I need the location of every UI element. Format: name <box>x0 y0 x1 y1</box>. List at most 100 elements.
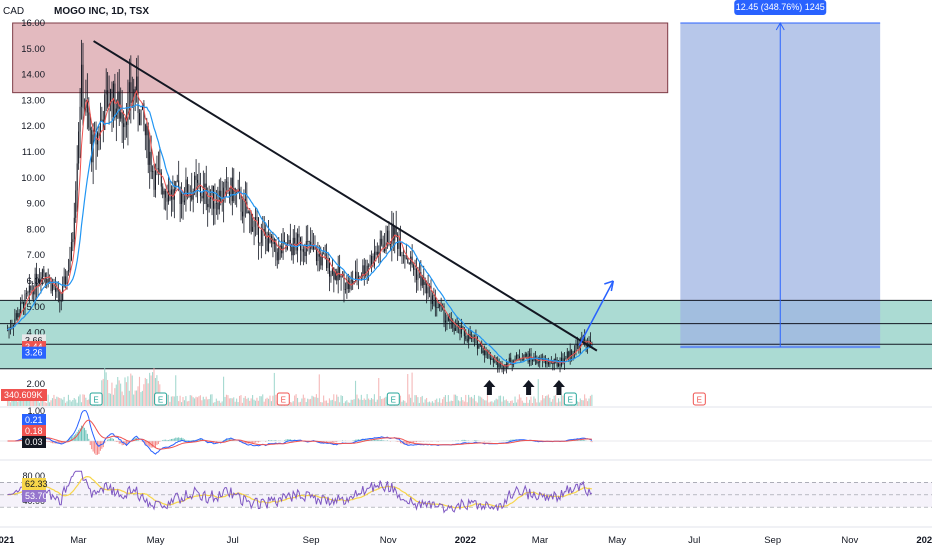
trendline[interactable] <box>93 40 598 352</box>
macd-hist-bar <box>417 441 419 442</box>
target-measure-arrow[interactable] <box>775 21 785 348</box>
candle-body <box>382 244 384 248</box>
candle-body <box>318 253 320 257</box>
candle-body <box>297 233 299 251</box>
candle-body <box>276 252 278 261</box>
volume-bar <box>505 399 507 406</box>
macd-hist-bar <box>163 439 165 441</box>
candle-body <box>268 233 270 252</box>
candle-body <box>17 313 19 318</box>
volume-bar <box>439 398 441 406</box>
resistance-zone[interactable] <box>12 22 669 94</box>
candle-body <box>384 247 386 252</box>
candle-body <box>413 265 415 270</box>
volume-bar <box>140 392 142 406</box>
candle-body <box>272 236 274 244</box>
volume-bar <box>221 401 223 406</box>
candle-body <box>423 276 425 285</box>
candle-body <box>36 273 38 288</box>
candle-body <box>386 230 388 243</box>
macd-hist-bar <box>414 441 416 443</box>
candle-body <box>231 177 233 202</box>
macd-hist-bar <box>511 439 513 441</box>
candle-body <box>208 198 210 208</box>
macd-hist-bar <box>330 441 332 442</box>
macd-hist-bar <box>78 429 80 441</box>
volume-bar <box>22 396 25 406</box>
volume-bar <box>317 397 319 406</box>
measure-arrow-head <box>775 21 785 31</box>
candle-body <box>260 229 262 243</box>
candle-body <box>128 82 130 93</box>
volume-bar <box>247 397 249 406</box>
macd-hist-bar <box>144 441 146 446</box>
volume-bar <box>238 395 241 406</box>
earnings-letter: E <box>281 396 286 405</box>
macd-hist-bar <box>165 439 167 441</box>
macd-hist-bar <box>69 437 71 441</box>
volume-bar <box>312 396 315 406</box>
candle-body <box>298 233 300 238</box>
macd-hist-bar <box>326 441 328 442</box>
volume-bar <box>86 399 88 406</box>
volume-bar <box>441 399 444 406</box>
volume-bar <box>343 402 345 406</box>
projection-arrow[interactable] <box>578 280 615 346</box>
candle-body <box>286 243 288 250</box>
volume-bar <box>269 395 271 406</box>
candle-body <box>346 280 348 290</box>
volume-bar <box>460 397 462 406</box>
time-tick: Sep <box>764 535 781 546</box>
candle-body <box>194 175 196 192</box>
volume-bar <box>428 401 431 406</box>
candle-body <box>433 295 435 296</box>
candle-body <box>249 211 251 215</box>
candle-body <box>217 202 219 210</box>
macd-hist-bar <box>157 441 159 445</box>
candle-body <box>372 255 374 266</box>
earnings-badge <box>89 392 103 406</box>
volume-bar <box>8 397 10 406</box>
volume-bar <box>576 401 578 406</box>
volume-bar <box>456 395 458 406</box>
macd-hist-bar <box>363 439 365 441</box>
volume-bar <box>485 400 487 406</box>
price-tick: 16.00 <box>21 18 45 29</box>
candle-body <box>463 329 465 337</box>
candle-body <box>460 326 462 334</box>
candle-body <box>305 241 307 257</box>
volume-bar <box>9 402 11 406</box>
candle-body <box>421 276 423 286</box>
volume-bar <box>553 395 555 406</box>
candle-body <box>379 238 381 254</box>
candle-body <box>301 249 303 251</box>
volume-bar <box>402 400 404 406</box>
candle-body <box>501 363 503 370</box>
macd-hist-bar <box>85 430 87 441</box>
volume-bar <box>370 397 373 406</box>
volume-bar <box>62 399 64 406</box>
macd-hist-bar <box>179 437 181 441</box>
volume-bar <box>117 377 119 406</box>
volume-bar <box>437 402 439 406</box>
candle-body <box>59 290 61 301</box>
volume-bar <box>253 399 255 406</box>
volume-bar <box>130 373 132 406</box>
candle-body <box>355 271 357 282</box>
volume-bar <box>272 395 274 406</box>
volume-bar <box>209 394 212 406</box>
macd-hist-bar <box>117 441 119 442</box>
macd-hist-bar <box>507 440 509 441</box>
candle-body <box>114 83 116 118</box>
macd-hist-bar <box>579 440 581 441</box>
macd-hist-bar <box>198 439 200 441</box>
volume-bar <box>488 402 490 406</box>
volume-bar <box>424 399 426 406</box>
macd-hist-bar <box>334 441 336 442</box>
candle-body <box>313 244 315 250</box>
macd-hist-bar <box>70 436 72 441</box>
candle-body <box>157 168 159 170</box>
price-tick: 4.00 <box>27 328 46 339</box>
